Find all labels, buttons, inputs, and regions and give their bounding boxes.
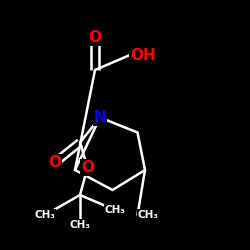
Text: OH: OH [130,48,156,62]
Text: CH₃: CH₃ [34,210,56,220]
Text: CH₃: CH₃ [70,220,90,230]
Text: CH₃: CH₃ [104,205,126,215]
Text: O: O [48,155,62,170]
Text: O: O [88,30,102,45]
Text: N: N [94,110,106,125]
Text: O: O [81,160,94,175]
Text: CH₃: CH₃ [138,210,158,220]
